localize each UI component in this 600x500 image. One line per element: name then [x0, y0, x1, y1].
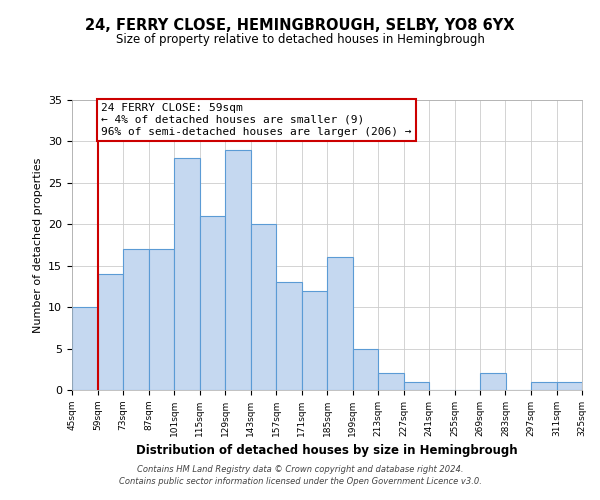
X-axis label: Distribution of detached houses by size in Hemingbrough: Distribution of detached houses by size … [136, 444, 518, 458]
Bar [327, 258, 353, 390]
Bar [225, 150, 251, 390]
Text: 24, FERRY CLOSE, HEMINGBROUGH, SELBY, YO8 6YX: 24, FERRY CLOSE, HEMINGBROUGH, SELBY, YO… [85, 18, 515, 32]
Y-axis label: Number of detached properties: Number of detached properties [32, 158, 43, 332]
Bar [174, 158, 199, 390]
Bar [353, 348, 378, 390]
Bar [302, 290, 327, 390]
Bar [97, 274, 123, 390]
Bar [199, 216, 225, 390]
Text: Contains public sector information licensed under the Open Government Licence v3: Contains public sector information licen… [119, 476, 481, 486]
Bar [149, 249, 174, 390]
Bar [72, 307, 97, 390]
Bar [557, 382, 582, 390]
Bar [404, 382, 429, 390]
Bar [378, 374, 404, 390]
Text: Contains HM Land Registry data © Crown copyright and database right 2024.: Contains HM Land Registry data © Crown c… [137, 466, 463, 474]
Text: Size of property relative to detached houses in Hemingbrough: Size of property relative to detached ho… [116, 32, 484, 46]
Bar [251, 224, 276, 390]
Bar [480, 374, 505, 390]
Bar [531, 382, 557, 390]
Bar [123, 249, 149, 390]
Bar [276, 282, 302, 390]
Text: 24 FERRY CLOSE: 59sqm
← 4% of detached houses are smaller (9)
96% of semi-detach: 24 FERRY CLOSE: 59sqm ← 4% of detached h… [101, 104, 412, 136]
